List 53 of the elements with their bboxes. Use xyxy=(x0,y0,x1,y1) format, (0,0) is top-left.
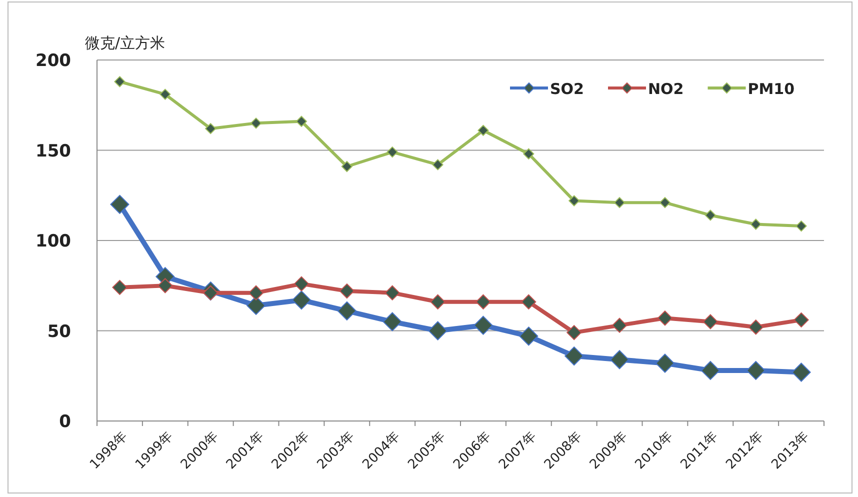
y-tick-label: 100 xyxy=(36,232,72,252)
point xyxy=(746,360,766,380)
point xyxy=(655,354,674,373)
point xyxy=(339,284,354,299)
point xyxy=(386,146,398,158)
point xyxy=(110,194,130,214)
point xyxy=(657,310,672,326)
point xyxy=(341,160,352,172)
point xyxy=(700,360,720,380)
point xyxy=(523,148,534,160)
y-tick-label: 200 xyxy=(36,51,72,71)
point xyxy=(158,278,173,294)
point xyxy=(564,346,584,366)
point xyxy=(566,325,582,340)
y-tick-label: 150 xyxy=(36,141,72,162)
point xyxy=(430,294,446,310)
point xyxy=(794,312,809,328)
legend-label: PM10 xyxy=(748,80,795,98)
point xyxy=(704,210,716,221)
point xyxy=(382,312,402,332)
point xyxy=(614,197,626,208)
legend-label: NO2 xyxy=(648,80,684,98)
point xyxy=(384,285,400,300)
point xyxy=(112,280,128,295)
point xyxy=(476,294,491,310)
point xyxy=(337,301,356,320)
y-axis-title: 微克/立方米 xyxy=(85,34,166,52)
point xyxy=(474,316,493,335)
point xyxy=(796,220,807,232)
point xyxy=(478,124,489,136)
point xyxy=(612,318,628,333)
point xyxy=(250,118,262,129)
point xyxy=(750,218,762,230)
point xyxy=(610,350,630,370)
point xyxy=(205,123,216,134)
point xyxy=(432,159,444,170)
point xyxy=(160,88,171,100)
y-tick-label: 50 xyxy=(47,322,72,342)
point xyxy=(248,285,264,300)
y-tick-label: 0 xyxy=(59,412,72,432)
legend-label: SO2 xyxy=(550,80,584,98)
point xyxy=(519,326,538,346)
point xyxy=(114,76,126,88)
point xyxy=(428,321,448,340)
point xyxy=(748,320,764,335)
point xyxy=(659,197,670,208)
point xyxy=(702,314,718,330)
point xyxy=(568,195,580,206)
point xyxy=(792,362,811,382)
point xyxy=(296,116,307,127)
point xyxy=(294,276,309,292)
point xyxy=(292,290,311,310)
point xyxy=(521,294,536,310)
